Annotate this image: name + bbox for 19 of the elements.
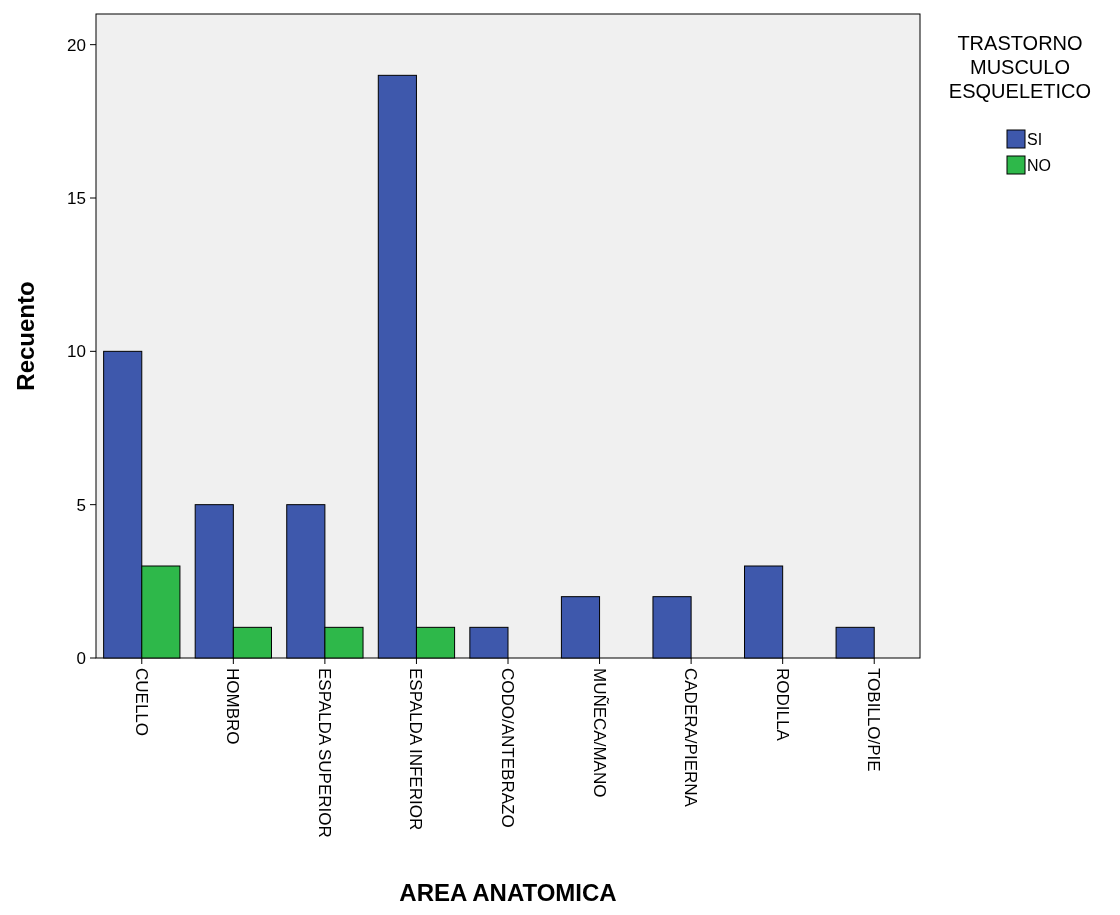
y-axis-title: Recuento	[12, 281, 39, 391]
x-tick-label: CADERA/PIERNA	[681, 668, 701, 808]
x-tick-label: CUELLO	[131, 668, 151, 737]
y-tick-label: 10	[67, 342, 86, 362]
x-tick-label: CODO/ANTEBRAZO	[498, 668, 518, 828]
y-tick-label: 20	[67, 35, 86, 55]
legend-title: TRASTORNO MUSCULO ESQUELETICO	[948, 32, 1092, 102]
x-tick-label: RODILLA	[772, 668, 792, 742]
x-tick-label: ESPALDA SUPERIOR	[314, 668, 334, 838]
legend-label: NO	[1027, 157, 1051, 174]
y-tick-label: 5	[76, 495, 86, 515]
x-tick-label: TOBILLO/PIE	[864, 668, 884, 772]
x-tick-label: ESPALDA INFERIOR	[406, 668, 426, 831]
x-tick-label: HOMBRO	[223, 668, 243, 745]
x-axis-title: AREA ANATOMICA	[399, 879, 617, 906]
y-tick-label: 15	[67, 188, 86, 208]
legend-label: SI	[1027, 131, 1043, 148]
y-tick-label: 0	[76, 648, 86, 668]
x-tick-label: MUÑECA/MANO	[589, 668, 609, 798]
